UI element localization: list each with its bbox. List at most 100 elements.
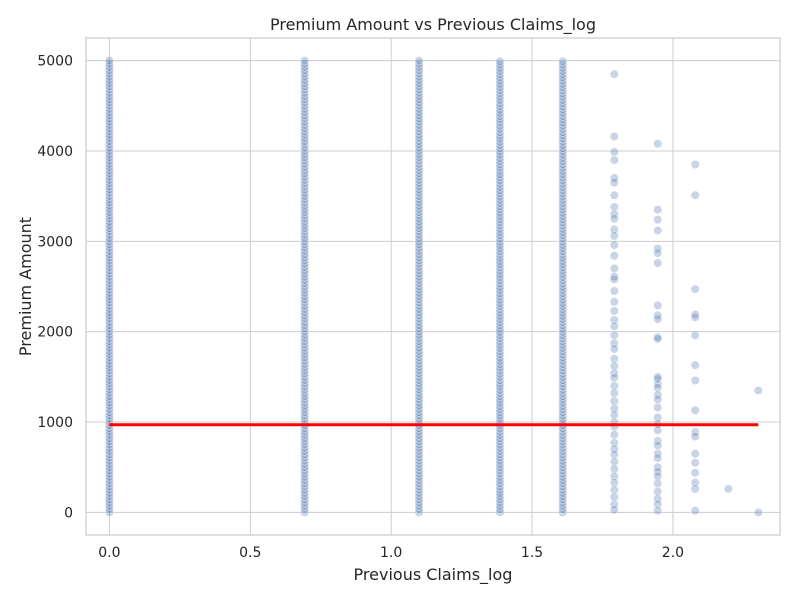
- data-point: [558, 501, 568, 511]
- data-point: [300, 88, 310, 98]
- data-point: [495, 166, 505, 176]
- data-point: [104, 498, 114, 508]
- data-point: [104, 162, 114, 172]
- data-point: [495, 356, 505, 366]
- data-point: [300, 146, 310, 156]
- data-point: [495, 324, 505, 334]
- data-point: [653, 244, 663, 254]
- data-point: [104, 172, 114, 182]
- data-point: [558, 369, 568, 379]
- data-point: [414, 378, 424, 388]
- data-point: [609, 251, 619, 261]
- data-point: [558, 443, 568, 453]
- data-point: [495, 243, 505, 253]
- data-point: [495, 163, 505, 173]
- data-point: [300, 120, 310, 130]
- data-point: [414, 485, 424, 495]
- data-point: [495, 82, 505, 92]
- data-point: [558, 359, 568, 369]
- data-point: [414, 110, 424, 120]
- data-point: [414, 352, 424, 362]
- data-point: [495, 237, 505, 247]
- data-point: [104, 369, 114, 379]
- data-point: [300, 288, 310, 298]
- data-point: [104, 233, 114, 243]
- data-point: [495, 311, 505, 321]
- data-point: [653, 487, 663, 497]
- data-point: [495, 375, 505, 385]
- data-point: [609, 410, 619, 420]
- data-point: [558, 462, 568, 472]
- data-point: [104, 307, 114, 317]
- data-point: [495, 427, 505, 437]
- data-point: [104, 472, 114, 482]
- data-point: [414, 88, 424, 98]
- data-point: [414, 469, 424, 479]
- data-point: [753, 385, 763, 395]
- data-point: [414, 291, 424, 301]
- data-point: [414, 404, 424, 414]
- data-point: [104, 149, 114, 159]
- data-point: [609, 202, 619, 212]
- data-point: [414, 375, 424, 385]
- data-point: [609, 505, 619, 515]
- data-point: [558, 453, 568, 463]
- data-point: [104, 343, 114, 353]
- data-point: [558, 440, 568, 450]
- data-point: [300, 407, 310, 417]
- data-point: [558, 456, 568, 466]
- data-point: [653, 390, 663, 400]
- data-point: [495, 272, 505, 282]
- data-point: [495, 140, 505, 150]
- data-point: [104, 207, 114, 217]
- y-tick-label: 5000: [37, 54, 73, 70]
- data-point: [414, 156, 424, 166]
- data-point: [300, 165, 310, 175]
- data-point: [653, 334, 663, 344]
- data-point: [414, 491, 424, 501]
- data-point: [104, 414, 114, 424]
- data-point: [104, 94, 114, 104]
- data-point: [653, 425, 663, 435]
- data-point: [495, 227, 505, 237]
- data-point: [104, 75, 114, 85]
- data-point: [495, 114, 505, 124]
- data-point: [495, 182, 505, 192]
- data-point: [558, 253, 568, 263]
- data-points: [104, 56, 763, 517]
- data-point: [653, 215, 663, 225]
- data-point: [300, 301, 310, 311]
- data-point: [558, 269, 568, 279]
- data-point: [414, 443, 424, 453]
- data-point: [609, 240, 619, 250]
- data-point: [495, 95, 505, 105]
- data-point: [300, 198, 310, 208]
- data-point: [558, 147, 568, 157]
- data-point: [495, 195, 505, 205]
- data-point: [495, 369, 505, 379]
- data-point: [495, 205, 505, 215]
- data-point: [414, 101, 424, 111]
- data-point: [558, 272, 568, 282]
- data-point: [300, 265, 310, 275]
- data-point: [104, 78, 114, 88]
- data-point: [300, 346, 310, 356]
- data-point: [414, 117, 424, 127]
- data-point: [495, 449, 505, 459]
- data-point: [414, 304, 424, 314]
- data-point: [609, 321, 619, 331]
- data-point: [690, 360, 700, 370]
- x-tick-labels: 0.0 0.5 1.0 1.5 2.0: [98, 545, 684, 561]
- data-point: [104, 462, 114, 472]
- data-point: [414, 394, 424, 404]
- data-point: [414, 78, 424, 88]
- data-point: [300, 388, 310, 398]
- data-point: [495, 124, 505, 134]
- data-point: [300, 256, 310, 266]
- data-point: [609, 478, 619, 488]
- data-point: [690, 405, 700, 415]
- data-point: [300, 446, 310, 456]
- data-point: [104, 327, 114, 337]
- data-point: [300, 507, 310, 517]
